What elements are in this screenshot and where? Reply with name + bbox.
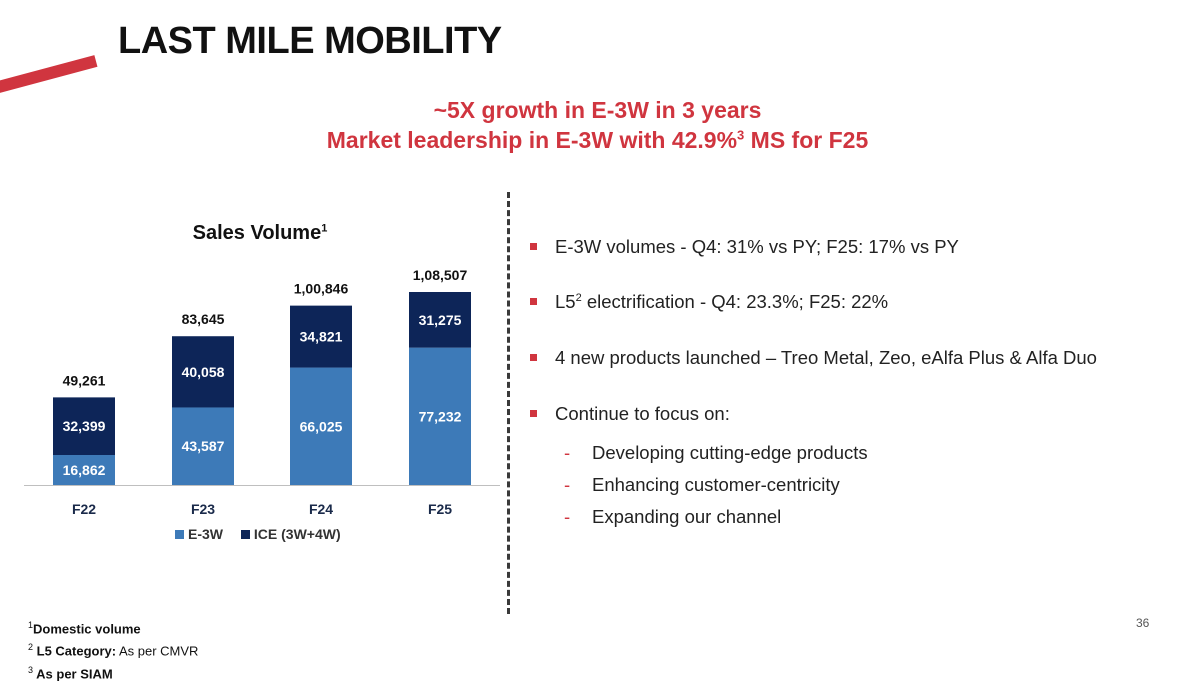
bullet-focus: Continue to focus on: — [530, 403, 730, 425]
footnote-2: 2 L5 Category: As per CMVR — [28, 638, 198, 660]
footnotes: 1Domestic volume 2 L5 Category: As per C… — [28, 616, 198, 683]
data-label-e3w-f23: 43,587 — [182, 438, 225, 454]
legend-swatch-ice — [240, 529, 250, 539]
bar-e3w-f23 — [172, 407, 234, 485]
headline-line-2: Market leadership in E-3W with 42.9%3 MS… — [0, 127, 1195, 154]
data-label-e3w-f22: 16,862 — [63, 462, 106, 478]
subitem-dash: - — [564, 474, 571, 495]
footnote-2-label: L5 Category: — [33, 643, 117, 659]
data-label-ice-f24: 34,821 — [300, 329, 343, 345]
legend-label-e3w: E-3W — [188, 526, 223, 542]
footnote-3: 3 As per SIAM — [28, 661, 198, 683]
bullet-text: E-3W volumes - Q4: 31% vs PY; F25: 17% v… — [555, 236, 959, 257]
chart-title: Sales Volume1 — [140, 222, 380, 245]
bullet-marker — [530, 242, 537, 250]
subitem-developing: - Developing cutting-edge products — [564, 442, 868, 464]
subitem-enhancing: - Enhancing customer-centricity — [564, 474, 840, 496]
bar-ice-f22 — [53, 397, 115, 456]
bullet-footnote-ref: 2 — [575, 291, 582, 304]
bar-ice-f25 — [409, 292, 471, 348]
subitem-expanding: - Expanding our channel — [564, 506, 781, 528]
subitem-dash: - — [564, 442, 571, 463]
footnote-2-marker: 2 — [28, 642, 34, 653]
page-number: 36 — [1136, 616, 1150, 630]
data-label-ice-f22: 32,399 — [63, 418, 106, 434]
data-label-e3w-f25: 77,232 — [419, 408, 462, 424]
subitem-text: Expanding our channel — [592, 506, 782, 527]
legend-label-ice: ICE (3W+4W) — [253, 526, 341, 542]
bullet-text-post: electrification - Q4: 23.3%; F25: 22% — [581, 291, 889, 312]
footnote-1-text: Domestic volume — [33, 621, 141, 637]
bullet-text: Continue to focus on: — [555, 403, 730, 424]
subitem-dash: - — [564, 506, 571, 527]
x-tick-label-f25: F25 — [428, 501, 452, 517]
page-title: LAST MILE MOBILITY — [118, 20, 502, 62]
section-divider — [507, 192, 510, 614]
subitem-text: Developing cutting-edge products — [592, 442, 868, 463]
bar-e3w-f25 — [409, 347, 471, 485]
bullet-text: 4 new products launched – Treo Metal, Ze… — [555, 347, 1097, 368]
headline-growth: ~5X growth in E-3W in 3 years — [433, 97, 762, 123]
total-label-f25: 1,08,507 — [413, 267, 468, 283]
bar-ice-f23 — [172, 336, 234, 408]
legend-item-e3w: E-3W — [175, 526, 223, 542]
footnote-1: 1Domestic volume — [28, 616, 198, 638]
bullet-marker — [530, 297, 537, 305]
footnote-2-text: As per CMVR — [116, 643, 199, 659]
bar-e3w-f24 — [290, 367, 352, 485]
subitem-text: Enhancing customer-centricity — [592, 474, 840, 495]
x-tick-label-f23: F23 — [191, 501, 215, 517]
bullet-text-pre: L5 — [555, 291, 576, 312]
total-label-f22: 49,261 — [63, 372, 106, 388]
sales-volume-chart: 16,862 32,399 49,261 F22 43,587 40,058 83,645 F… — [24, 267, 500, 517]
headline-line-1: ~5X growth in E-3W in 3 years — [0, 97, 1195, 124]
headline-footnote-ref: 3 — [737, 127, 745, 143]
data-label-ice-f25: 31,275 — [419, 312, 462, 328]
chart-legend: E-3W ICE (3W+4W) — [175, 526, 355, 542]
headline-leadership-post: MS for F25 — [744, 127, 869, 153]
bar-ice-f24 — [290, 305, 352, 368]
bullet-e3w-volumes: E-3W volumes - Q4: 31% vs PY; F25: 17% v… — [530, 236, 959, 258]
bullet-marker — [530, 353, 537, 361]
data-label-e3w-f24: 66,025 — [300, 418, 343, 434]
data-label-ice-f23: 40,058 — [182, 364, 225, 380]
legend-swatch-e3w — [175, 529, 184, 539]
footnote-1-marker: 1 — [28, 620, 34, 630]
chart-title-footnote-ref: 1 — [321, 222, 328, 235]
legend-item-ice: ICE (3W+4W) — [240, 526, 341, 542]
bullet-marker — [530, 409, 537, 417]
x-tick-label-f22: F22 — [72, 501, 96, 517]
total-label-f23: 83,645 — [182, 311, 225, 327]
total-label-f24: 1,00,846 — [294, 281, 349, 297]
chart-title-text: Sales Volume — [192, 222, 322, 244]
footnote-3-text: As per SIAM — [33, 665, 113, 681]
bullet-new-products: 4 new products launched – Treo Metal, Ze… — [530, 347, 1097, 369]
bar-e3w-f22 — [53, 455, 115, 485]
headline-leadership-pre: Market leadership in E-3W with 42.9% — [326, 127, 738, 153]
x-tick-label-f24: F24 — [309, 501, 333, 517]
bullet-l5-electrification: L52 electrification - Q4: 23.3%; F25: 22… — [530, 291, 888, 313]
